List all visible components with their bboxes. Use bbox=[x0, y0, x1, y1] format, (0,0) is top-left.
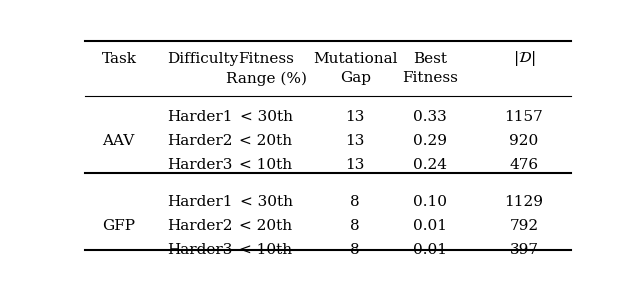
Text: 13: 13 bbox=[346, 134, 365, 148]
Text: < 20th: < 20th bbox=[239, 134, 292, 148]
Text: 8: 8 bbox=[351, 243, 360, 257]
Text: 0.10: 0.10 bbox=[413, 195, 447, 209]
Text: 0.29: 0.29 bbox=[413, 134, 447, 148]
Text: 0.01: 0.01 bbox=[413, 243, 447, 257]
Text: AAV: AAV bbox=[102, 134, 134, 148]
Text: 1129: 1129 bbox=[504, 195, 543, 209]
Text: 0.33: 0.33 bbox=[413, 110, 447, 124]
Text: < 30th: < 30th bbox=[239, 110, 292, 124]
Text: < 30th: < 30th bbox=[239, 195, 292, 209]
Text: Harder3: Harder3 bbox=[167, 158, 232, 172]
Text: 8: 8 bbox=[351, 195, 360, 209]
Text: 0.01: 0.01 bbox=[413, 219, 447, 233]
Text: |$\mathcal{D}$|: |$\mathcal{D}$| bbox=[513, 49, 535, 68]
Text: 8: 8 bbox=[351, 219, 360, 233]
Text: Harder1: Harder1 bbox=[167, 195, 232, 209]
Text: Harder2: Harder2 bbox=[167, 134, 232, 148]
Text: Range (%): Range (%) bbox=[225, 71, 307, 86]
Text: Harder2: Harder2 bbox=[167, 219, 232, 233]
Text: Best: Best bbox=[413, 51, 447, 65]
Text: Task: Task bbox=[102, 51, 138, 65]
Text: Fitness: Fitness bbox=[402, 72, 458, 85]
Text: 13: 13 bbox=[346, 158, 365, 172]
Text: Gap: Gap bbox=[340, 72, 371, 85]
Text: Difficulty: Difficulty bbox=[167, 51, 238, 65]
Text: < 20th: < 20th bbox=[239, 219, 292, 233]
Text: Mutational: Mutational bbox=[313, 51, 397, 65]
Text: 792: 792 bbox=[509, 219, 538, 233]
Text: 397: 397 bbox=[509, 243, 538, 257]
Text: 476: 476 bbox=[509, 158, 538, 172]
Text: < 10th: < 10th bbox=[239, 243, 292, 257]
Text: 920: 920 bbox=[509, 134, 538, 148]
Text: 13: 13 bbox=[346, 110, 365, 124]
Text: Harder1: Harder1 bbox=[167, 110, 232, 124]
Text: GFP: GFP bbox=[102, 219, 135, 233]
Text: 1157: 1157 bbox=[504, 110, 543, 124]
Text: Fitness: Fitness bbox=[238, 51, 294, 65]
Text: < 10th: < 10th bbox=[239, 158, 292, 172]
Text: Harder3: Harder3 bbox=[167, 243, 232, 257]
Text: 0.24: 0.24 bbox=[413, 158, 447, 172]
